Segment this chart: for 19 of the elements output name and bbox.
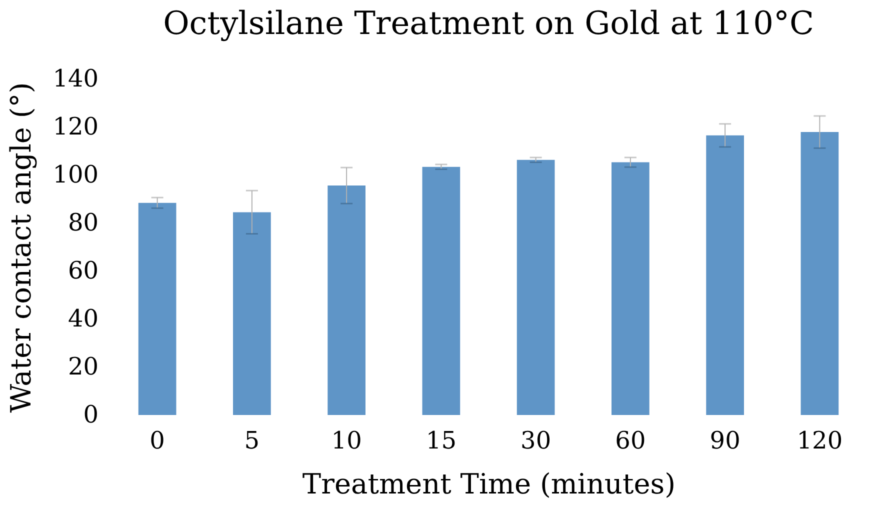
y-tick-label: 60 [68, 256, 98, 284]
y-tick-label: 100 [52, 160, 98, 188]
y-axis-title: Water contact angle (°) [4, 82, 38, 413]
y-tick-label: 80 [68, 208, 98, 236]
chart-title: Octylsilane Treatment on Gold at 110°C [163, 4, 814, 42]
y-tick-label: 40 [68, 304, 98, 332]
x-tick-label: 15 [426, 426, 456, 454]
y-tick-label: 20 [68, 352, 98, 380]
y-tick-label: 120 [52, 112, 98, 140]
x-tick-label: 10 [331, 426, 362, 454]
x-tick-label: 60 [615, 426, 646, 454]
y-tick-label: 140 [52, 64, 98, 92]
x-tick-label: 0 [150, 426, 165, 454]
y-tick-label: 0 [83, 400, 98, 428]
x-tick-label: 120 [796, 426, 843, 454]
x-tick-label: 5 [244, 426, 260, 454]
x-axis-title: Treatment Time (minutes) [302, 468, 676, 500]
x-tick-label: 30 [520, 426, 552, 454]
x-tick-label: 90 [710, 426, 740, 454]
